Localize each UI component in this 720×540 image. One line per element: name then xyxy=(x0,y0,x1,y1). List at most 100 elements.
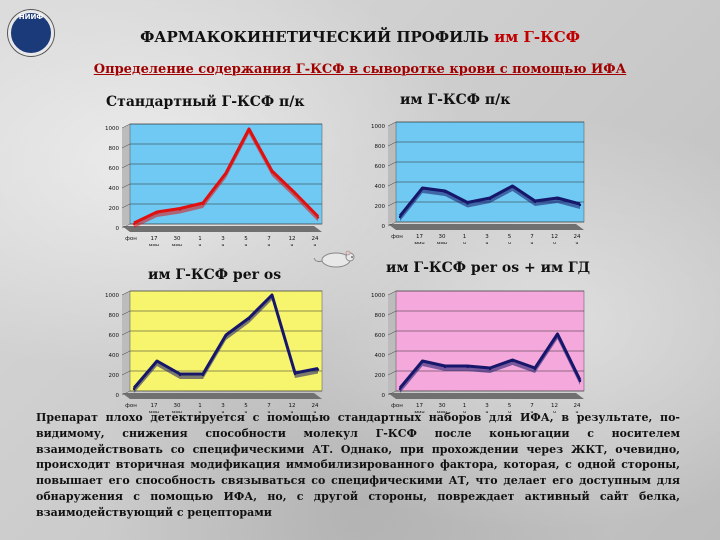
y-tick-label: 600 xyxy=(375,333,386,339)
x-tick-label: 17 xyxy=(151,403,158,409)
y-tick-label: 400 xyxy=(109,353,120,359)
data-point xyxy=(247,317,251,321)
data-point xyxy=(201,202,205,206)
data-point xyxy=(316,216,320,219)
data-point xyxy=(578,203,582,207)
gridline-side xyxy=(387,161,397,167)
chart-side-wall xyxy=(122,124,130,226)
y-tick-label: 800 xyxy=(109,146,120,152)
page-subtitle: Определение содержания Г-КСФ в сыворотке… xyxy=(93,62,627,77)
y-tick-label: 600 xyxy=(109,333,120,339)
x-tick-label: 3 xyxy=(485,234,489,240)
gridline-side xyxy=(121,163,131,169)
chart-title-im-oral-gd: им Г-КСФ per os + им ГД xyxy=(386,260,591,276)
x-tick-label-unit: ч xyxy=(531,241,534,244)
x-tick-label-unit: ч xyxy=(199,410,202,413)
x-tick-label: 5 xyxy=(508,234,512,240)
title-main: ФАРМАКОКИНЕТИЧЕСКИЙ ПРОФИЛЬ xyxy=(140,28,489,46)
x-tick-label-unit: ч xyxy=(222,243,225,246)
y-tick-label: 600 xyxy=(109,166,120,172)
gridline-side xyxy=(121,330,131,336)
gridline-side xyxy=(387,330,397,336)
x-tick-label: 24 xyxy=(312,236,319,242)
gridline-side xyxy=(387,121,397,127)
mouse-icon xyxy=(313,250,355,268)
gridline-side xyxy=(121,203,131,209)
gridline-side xyxy=(387,370,397,376)
data-point xyxy=(488,367,492,371)
x-tick-label: 1 xyxy=(198,236,202,242)
x-tick-label-unit: ч xyxy=(508,241,511,244)
x-tick-label-unit: ч xyxy=(245,410,248,413)
series-ribbon xyxy=(134,129,318,228)
x-tick-label-unit: ч xyxy=(291,243,294,246)
data-point xyxy=(421,360,424,364)
x-tick-label-unit: ч xyxy=(486,410,489,413)
data-point xyxy=(178,373,182,377)
x-tick-label-unit: ч xyxy=(245,243,248,246)
y-tick-label: 600 xyxy=(375,164,386,170)
y-tick-label: 800 xyxy=(375,313,386,319)
data-point xyxy=(511,185,514,189)
gridline-side xyxy=(387,350,397,356)
x-tick-label-unit: ч xyxy=(314,410,317,413)
data-point xyxy=(224,172,228,176)
gridline-side xyxy=(387,181,397,187)
data-point xyxy=(466,202,469,205)
title-accent: им Г-КСФ xyxy=(494,28,580,46)
chart-floor xyxy=(388,393,584,399)
x-tick-label: 7 xyxy=(267,403,271,409)
chart-side-wall xyxy=(122,291,130,393)
y-tick-label: 400 xyxy=(375,353,386,359)
x-tick-label-unit: ч xyxy=(553,410,556,413)
plot-area xyxy=(129,290,323,392)
x-tick-label: 3 xyxy=(221,236,225,242)
chart-floor xyxy=(388,224,584,230)
x-tick-label-unit: ч xyxy=(268,243,271,246)
x-tick-label: фон xyxy=(391,234,403,240)
x-tick-label-unit: мин xyxy=(437,410,447,413)
data-point xyxy=(533,367,537,371)
y-tick-label: 1000 xyxy=(105,293,119,299)
x-tick-label: 1 xyxy=(463,403,467,409)
x-tick-label: 7 xyxy=(267,236,271,242)
x-tick-label: 7 xyxy=(530,403,534,409)
x-tick-label: 24 xyxy=(574,234,581,240)
x-tick-label-unit: мин xyxy=(414,241,424,244)
x-tick-label: 30 xyxy=(174,236,181,242)
chart-floor xyxy=(122,393,322,399)
gridline-side xyxy=(121,123,131,129)
data-point xyxy=(132,222,136,226)
gridline-side xyxy=(387,141,397,147)
gridline-side xyxy=(387,221,397,227)
logo-text: НИИФ xyxy=(18,13,44,21)
data-point xyxy=(201,373,205,377)
gridline-side xyxy=(121,390,131,396)
y-tick-label: 200 xyxy=(109,373,120,379)
y-tick-label: 0 xyxy=(116,393,120,399)
institute-logo: НИИФ xyxy=(8,10,54,56)
data-point xyxy=(293,372,297,376)
x-tick-label: фон xyxy=(391,403,403,409)
x-tick-label: 17 xyxy=(416,403,423,409)
gridline-side xyxy=(121,350,131,356)
y-tick-label: 200 xyxy=(375,204,386,210)
data-point xyxy=(224,334,228,338)
x-tick-label-unit: ч xyxy=(222,410,225,413)
y-tick-label: 400 xyxy=(375,184,386,190)
y-tick-label: 800 xyxy=(109,313,120,319)
data-point xyxy=(398,215,402,219)
chart-title-im-oral: им Г-КСФ per os xyxy=(148,267,282,283)
y-tick-label: 1000 xyxy=(371,124,385,130)
data-point xyxy=(421,187,424,191)
y-tick-label: 1000 xyxy=(371,293,385,299)
x-tick-label-unit: мин xyxy=(437,241,447,244)
gridline-side xyxy=(121,223,131,229)
data-point xyxy=(466,365,469,369)
x-tick-label-unit: мин xyxy=(414,410,424,413)
x-tick-label: 3 xyxy=(485,403,489,409)
data-point xyxy=(443,365,447,369)
x-tick-label: 17 xyxy=(416,234,423,240)
